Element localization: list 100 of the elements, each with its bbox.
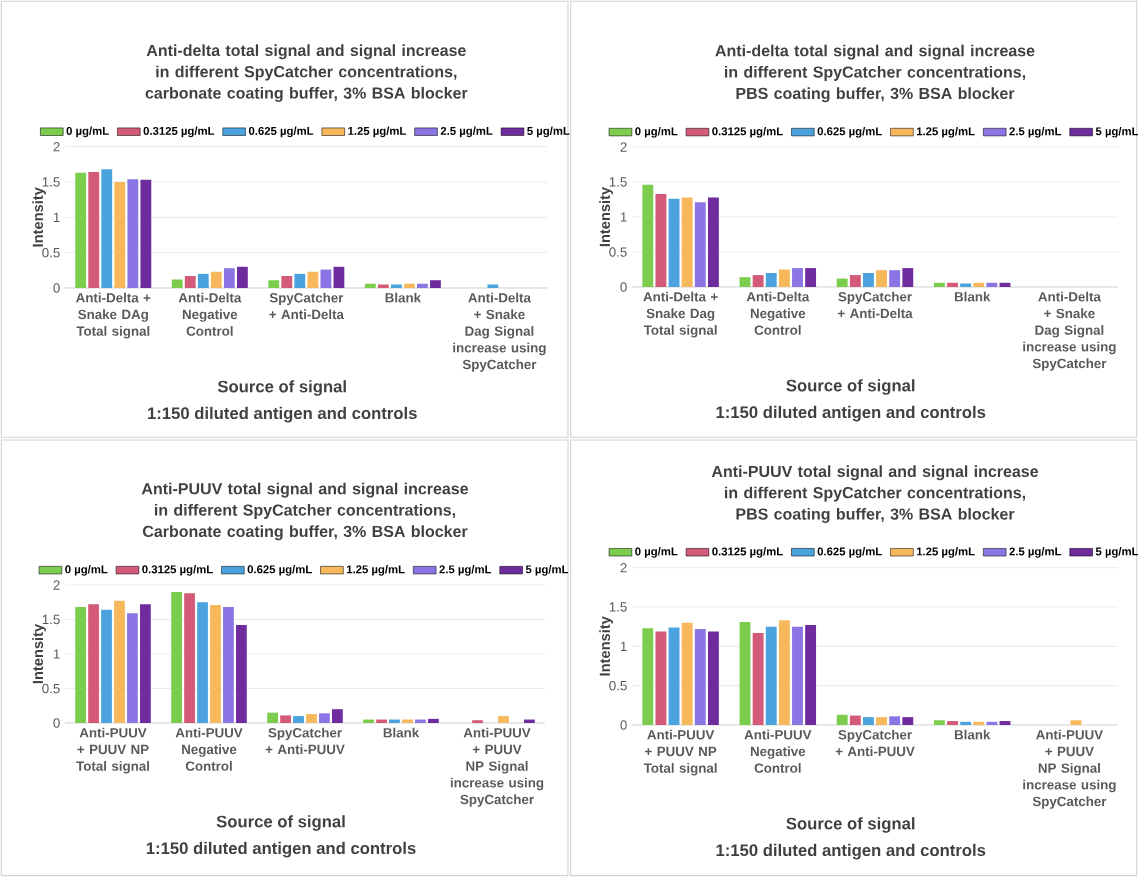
bar <box>642 184 654 287</box>
legend-label: 0 µg/mL <box>66 126 109 138</box>
bar <box>307 271 319 288</box>
legend-label: 0.3125 µg/mL <box>143 126 215 138</box>
x-tick-label: Blank <box>385 292 422 303</box>
bar <box>765 626 777 725</box>
legend-label: 0.3125 µg/mL <box>712 126 783 138</box>
bar <box>792 268 803 287</box>
x-tick-label: SpyCatcher + Anti-Delta <box>269 292 345 320</box>
bar <box>75 172 87 288</box>
x-tick-label: Anti-PUUV + PUUV NP Signal increase using SpyCatcher <box>1023 729 1116 809</box>
x-tick-label: Anti-PUUV + PUUV NP Total signal <box>76 727 149 774</box>
bar <box>668 627 680 725</box>
bar <box>268 280 280 288</box>
bar <box>849 715 861 725</box>
y-axis-title: Intensity <box>599 186 613 247</box>
bar <box>849 275 861 287</box>
bar <box>668 198 680 287</box>
text: 1:150 diluted antigen and controls <box>716 843 986 860</box>
bar <box>778 620 790 725</box>
x-tick-label: SpyCatcher + Anti-Delta <box>837 291 913 319</box>
y-tick-label: 0 <box>620 720 627 730</box>
bar <box>197 273 209 288</box>
bar <box>417 283 428 288</box>
legend-label: 0 µg/mL <box>635 547 678 558</box>
bar <box>986 282 998 287</box>
bar <box>88 172 100 288</box>
x-tick-label: Anti-PUUV Negative Control <box>175 727 243 771</box>
bar <box>140 604 151 723</box>
chart-title: Anti-PUUV total signal and signal increase in different SpyCatcher concentrations, Carbonate coating buffer, 3% BSA blocker <box>141 482 469 541</box>
y-axis-title: Intensity <box>32 187 46 247</box>
bar <box>281 275 293 288</box>
bar <box>960 283 972 287</box>
legend-label: 5 µg/mL <box>1095 126 1138 138</box>
legend-label: 0 µg/mL <box>635 126 678 138</box>
y-tick-label: 1.5 <box>609 177 627 187</box>
chart-title: Anti-delta total signal and signal increase in different SpyCatcher concentrations, carbonate coating buffer, 3% BSA blocker <box>145 44 468 102</box>
bar <box>681 197 693 287</box>
bar <box>430 280 441 288</box>
x-tick-label: Anti-Delta Negative Control <box>746 291 810 335</box>
bar <box>805 268 817 287</box>
y-tick-label: 2 <box>53 580 60 590</box>
text: 1:150 diluted antigen and controls <box>148 406 417 423</box>
legend-label: 0.3125 µg/mL <box>712 547 783 558</box>
chart-title: Anti-PUUV total signal and signal increase in different SpyCatcher concentrations, PBS coating buffer, 3% BSA blocker <box>711 465 1039 523</box>
bar <box>236 266 248 288</box>
bar <box>403 283 415 288</box>
chart-title: Anti-delta total signal and signal increase in different SpyCatcher concentrations, PBS coating buffer, 3% BSA blocker <box>715 44 1035 103</box>
y-tick-label: 1 <box>53 212 60 222</box>
bar <box>889 270 901 287</box>
bar <box>836 714 848 725</box>
bar <box>267 712 278 723</box>
bar <box>487 284 499 288</box>
bar <box>101 169 113 288</box>
bar <box>333 266 345 288</box>
bar <box>933 282 945 287</box>
x-axis-title: Source of signal <box>786 379 915 395</box>
bar <box>320 269 332 288</box>
legend-label: 0.3125 µg/mL <box>142 565 213 576</box>
legend-label: 0 µg/mL <box>65 565 108 576</box>
bar <box>876 717 888 725</box>
legend-label: 2.5 µg/mL <box>1009 126 1062 138</box>
legend-label: 1.25 µg/mL <box>346 565 405 576</box>
bar <box>210 605 221 723</box>
bar <box>681 622 693 725</box>
bar <box>973 721 985 725</box>
legend-label: 1.25 µg/mL <box>916 547 975 558</box>
bar <box>947 282 958 287</box>
bar <box>184 275 196 288</box>
x-axis-title: Source of signal <box>216 815 345 831</box>
x-tick-label: Anti-Delta + Snake Dag Signal increase using SpyCatcher <box>1023 291 1116 371</box>
bar <box>863 272 874 287</box>
bar <box>306 714 317 723</box>
legend-label: 1.25 µg/mL <box>348 126 407 138</box>
bar <box>210 271 222 288</box>
bar <box>127 179 139 288</box>
bar <box>933 720 945 725</box>
bar <box>114 600 125 723</box>
bar <box>792 626 803 725</box>
x-tick-label: Anti-PUUV Negative Control <box>744 729 812 773</box>
legend-label: 5 µg/mL <box>527 126 570 138</box>
x-tick-label: Anti-PUUV + PUUV NP Total signal <box>643 729 717 776</box>
x-tick-label: Anti-Delta + Snake DAg Total signal <box>76 292 151 339</box>
bar <box>280 715 291 723</box>
y-tick-label: 0.5 <box>609 247 627 257</box>
bar <box>707 197 719 287</box>
x-tick-label: SpyCatcher + Anti-PUUV <box>835 729 915 757</box>
bar <box>902 717 914 725</box>
bar <box>947 721 958 725</box>
y-axis-title: Intensity <box>32 623 46 684</box>
bar <box>739 621 751 725</box>
y-tick-label: 2 <box>53 142 60 152</box>
bar <box>377 284 389 288</box>
x-tick-label: SpyCatcher + Anti-PUUV <box>265 727 345 755</box>
bar <box>694 629 706 725</box>
bar <box>863 717 874 725</box>
bar <box>642 628 654 725</box>
x-axis-title: Source of signal <box>786 817 915 833</box>
y-tick-label: 0.5 <box>42 247 60 258</box>
bar <box>472 720 483 723</box>
